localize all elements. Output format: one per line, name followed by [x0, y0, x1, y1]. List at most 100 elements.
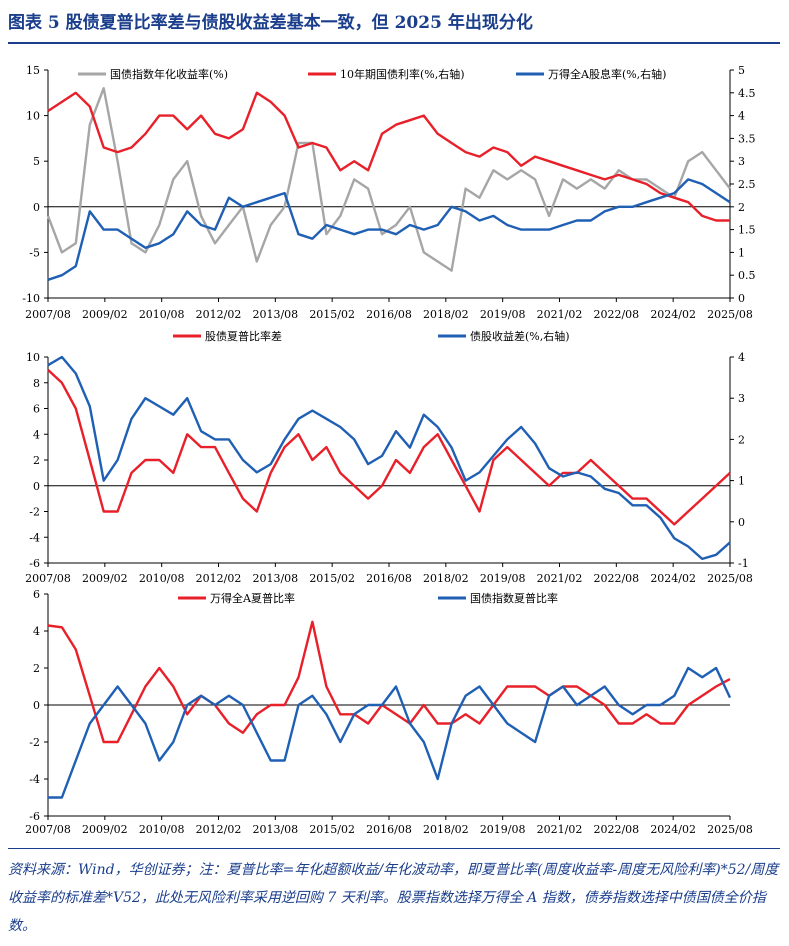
left-tick-label: 0 — [33, 699, 40, 712]
left-tick-label: 5 — [33, 155, 40, 168]
left-tick-label: -2 — [29, 736, 40, 749]
right-tick-label: 0.5 — [738, 269, 756, 282]
x-tick-label: 2013/08 — [252, 572, 298, 585]
left-tick-label: 15 — [26, 64, 40, 77]
series-line-2 — [47, 91, 730, 222]
left-tick-label: 8 — [33, 377, 40, 390]
series-line-1 — [46, 86, 731, 272]
source-note: 资料来源：Wind，华创证券；注：夏普比率=年化超额收益/年化波动率，即夏普比率… — [8, 862, 779, 934]
x-tick-label: 2019/08 — [480, 572, 526, 585]
x-tick-label: 2009/02 — [82, 308, 128, 321]
series-line-2 — [48, 666, 732, 799]
x-tick-label: 2016/08 — [366, 572, 412, 585]
x-tick-label: 2021/02 — [537, 823, 583, 836]
left-tick-label: -4 — [29, 531, 40, 544]
right-tick-label: 2 — [738, 201, 745, 214]
x-tick-label: 2021/02 — [537, 572, 583, 585]
left-tick-label: 6 — [33, 403, 40, 416]
right-tick-label: 0 — [738, 292, 745, 305]
legend-label: 债股收益差(%,右轴) — [470, 329, 570, 343]
left-tick-label: 4 — [33, 625, 40, 638]
x-tick-label: 2007/08 — [25, 572, 71, 585]
left-tick-label: 10 — [26, 110, 40, 123]
x-tick-label: 2015/02 — [309, 823, 355, 836]
x-tick-label: 2010/08 — [139, 572, 185, 585]
legend-label: 万得全A股息率(%,右轴) — [548, 67, 666, 81]
x-tick-label: 2024/02 — [650, 572, 696, 585]
x-tick-label: 2009/02 — [82, 572, 128, 585]
x-tick-label: 2013/08 — [252, 308, 298, 321]
left-tick-label: 0 — [33, 201, 40, 214]
x-tick-label: 2025/08 — [707, 572, 753, 585]
left-tick-label: 4 — [33, 428, 40, 441]
x-tick-label: 2016/08 — [366, 823, 412, 836]
right-tick-label: -1 — [738, 557, 749, 570]
series-line-2 — [47, 355, 731, 561]
x-tick-label: 2015/02 — [309, 308, 355, 321]
right-tick-label: 4 — [738, 351, 745, 364]
x-tick-label: 2021/02 — [537, 308, 583, 321]
chart-panel-1: -10 -5 0 5 10 15 0 0.5 1 1.5 2 2.5 3 3.5 4 4.5 5 2007/08 2… — [22, 64, 755, 321]
right-tick-label: 2.5 — [738, 178, 756, 191]
right-tick-label: 2 — [738, 433, 745, 446]
x-tick-label: 2019/08 — [480, 308, 526, 321]
legend-label: 万得全A夏普比率 — [210, 591, 295, 605]
left-tick-label: 2 — [33, 454, 40, 467]
legend-label: 国债指数年化收益率(%) — [110, 67, 228, 81]
right-tick-label: 1.5 — [738, 224, 756, 237]
left-tick-label: 0 — [33, 480, 40, 493]
figure-title: 图表 5 股债夏普比率差与债股收益差基本一致，但 2025 年出现分化 — [8, 13, 533, 33]
x-tick-label: 2012/02 — [196, 308, 242, 321]
x-tick-label: 2022/08 — [593, 823, 639, 836]
chart-panel-3: -6 -4 -2 0 2 4 6 2007/08 2009/02 2010/08 2012/02 20… — [25, 588, 753, 836]
x-tick-label: 2013/08 — [252, 823, 298, 836]
right-tick-label: 4 — [738, 110, 745, 123]
legend-label: 国债指数夏普比率 — [470, 591, 558, 605]
x-tick-label: 2009/02 — [82, 823, 128, 836]
series-line-1 — [47, 369, 731, 526]
x-tick-label: 2024/02 — [650, 308, 696, 321]
legend-label: 股债夏普比率差 — [205, 329, 282, 343]
right-tick-label: 3 — [738, 155, 745, 168]
left-tick-label: 6 — [33, 588, 40, 601]
chart-panel-2: -6 -4 -2 0 2 4 6 8 10 -1 0 1 2 3 4 2007/08 2009/02 2010/0… — [25, 329, 753, 585]
left-tick-label: -4 — [29, 773, 40, 786]
right-tick-label: 4.5 — [738, 87, 756, 100]
left-tick-label: -2 — [29, 506, 40, 519]
x-tick-label: 2007/08 — [25, 308, 71, 321]
x-tick-label: 2012/02 — [196, 572, 242, 585]
x-tick-label: 2019/08 — [480, 823, 526, 836]
left-tick-label: -6 — [29, 557, 40, 570]
series-line-1 — [47, 620, 731, 744]
left-tick-label: 2 — [33, 662, 40, 675]
left-tick-label: -6 — [29, 810, 40, 823]
left-tick-label: -5 — [29, 246, 40, 259]
x-tick-label: 2025/08 — [707, 823, 753, 836]
x-tick-label: 2022/08 — [593, 572, 639, 585]
legend-label: 10年期国债利率(%,右轴) — [340, 67, 465, 81]
x-tick-label: 2016/08 — [366, 308, 412, 321]
x-tick-label: 2018/02 — [423, 572, 469, 585]
right-tick-label: 0 — [738, 516, 745, 529]
x-tick-label: 2012/02 — [196, 823, 242, 836]
left-tick-label: 10 — [26, 351, 40, 364]
x-tick-label: 2010/08 — [139, 823, 185, 836]
title-divider — [8, 42, 780, 44]
right-tick-label: 5 — [738, 64, 745, 77]
source-divider — [8, 848, 780, 849]
right-tick-label: 3 — [738, 392, 745, 405]
x-tick-label: 2010/08 — [139, 308, 185, 321]
series-line-3 — [47, 178, 731, 281]
x-tick-label: 2015/02 — [309, 572, 355, 585]
x-tick-label: 2024/02 — [650, 823, 696, 836]
x-tick-label: 2022/08 — [593, 308, 639, 321]
x-tick-label: 2025/08 — [707, 308, 753, 321]
right-tick-label: 1 — [738, 475, 745, 488]
x-tick-label: 2018/02 — [423, 308, 469, 321]
left-tick-label: -10 — [22, 292, 40, 305]
x-tick-label: 2018/02 — [423, 823, 469, 836]
right-tick-label: 1 — [738, 246, 745, 259]
x-tick-label: 2007/08 — [25, 823, 71, 836]
right-tick-label: 3.5 — [738, 132, 756, 145]
